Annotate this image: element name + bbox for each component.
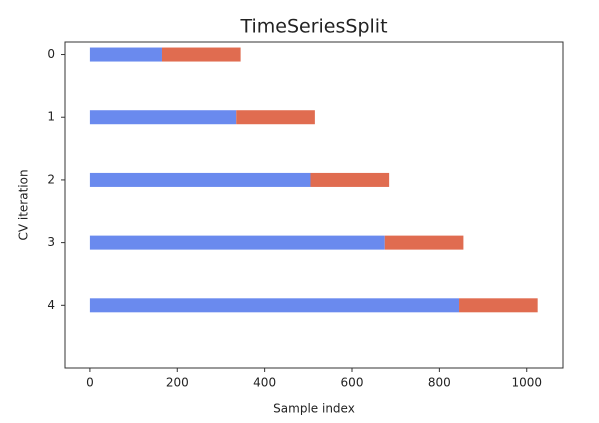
bar-segment (89, 47, 162, 62)
y-tick-label: 0 (47, 47, 55, 61)
y-tick-label: 1 (47, 110, 55, 124)
bar-segment (459, 298, 538, 313)
x-tick-label: 200 (166, 376, 189, 390)
bar-segment (89, 235, 385, 250)
x-tick-label: 800 (428, 376, 451, 390)
chart-title: TimeSeriesSplit (239, 16, 387, 38)
bar-segment (384, 235, 464, 250)
y-tick-label: 2 (47, 172, 55, 186)
y-axis-label: CV iteration (17, 169, 31, 240)
bar-segment (236, 110, 315, 125)
bar-segment (89, 110, 237, 125)
y-tick-label: 3 (47, 235, 55, 249)
x-axis-label: Sample index (273, 402, 355, 416)
x-tick-label: 0 (86, 376, 94, 390)
y-tick-label: 4 (47, 298, 55, 312)
x-tick-label: 400 (253, 376, 276, 390)
plot-frame (64, 41, 564, 369)
bar-segment (89, 172, 311, 187)
bar-segment (161, 47, 241, 62)
bar-segment (310, 172, 390, 187)
x-tick-label: 1000 (511, 376, 542, 390)
x-tick-label: 600 (341, 376, 364, 390)
bar-segment (89, 298, 460, 313)
